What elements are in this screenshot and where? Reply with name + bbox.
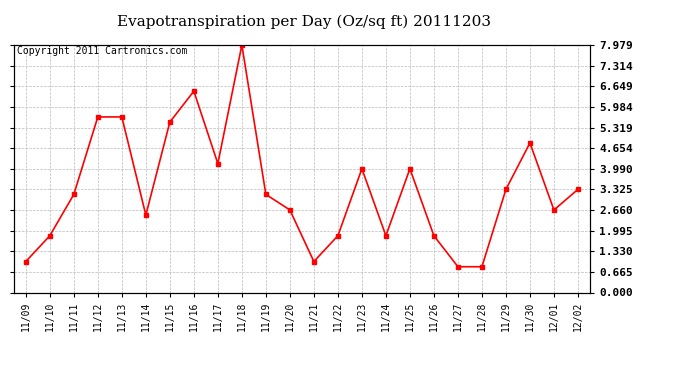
Text: Evapotranspiration per Day (Oz/sq ft) 20111203: Evapotranspiration per Day (Oz/sq ft) 20… — [117, 15, 491, 29]
Text: Copyright 2011 Cartronics.com: Copyright 2011 Cartronics.com — [17, 46, 187, 56]
